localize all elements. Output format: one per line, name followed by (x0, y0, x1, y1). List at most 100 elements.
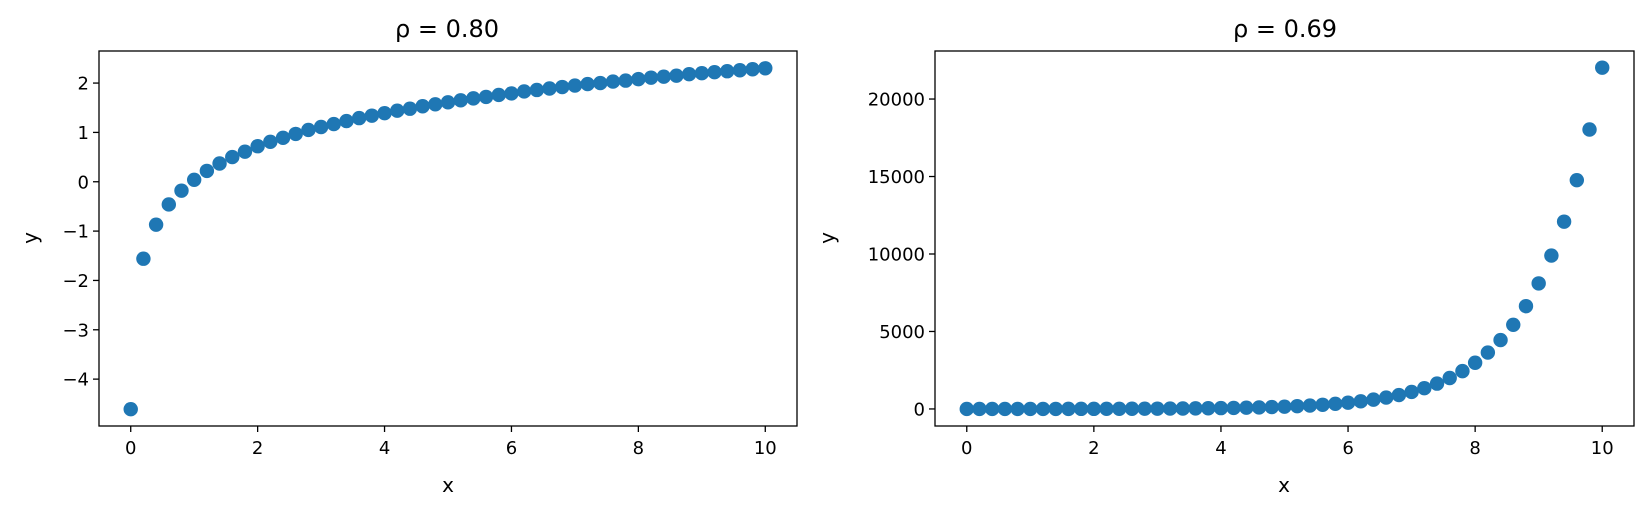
left-data-point (174, 183, 189, 198)
left-data-point (555, 79, 570, 95)
left-data-point (720, 64, 735, 79)
right-data-point (1099, 401, 1114, 417)
right-data-point (1188, 401, 1203, 416)
right-data-point (1226, 400, 1241, 416)
left-chart-title: ρ = 0.80 (395, 15, 499, 43)
right-data-point (1302, 398, 1318, 413)
left-data-point (148, 217, 164, 232)
left-data-point (364, 108, 380, 123)
right-data-point (1150, 401, 1165, 416)
left-data-point (326, 116, 341, 132)
left-data-point (529, 82, 545, 98)
right-x-ticks: 0 2 4 6 8 10 (961, 426, 1614, 459)
left-y-tick-label: −3 (62, 320, 89, 341)
right-data-point (1048, 401, 1063, 417)
left-data-point (402, 101, 418, 116)
right-data-point (1175, 401, 1191, 416)
left-data-point (745, 62, 760, 77)
left-data-point (643, 70, 659, 85)
left-data-point (301, 122, 316, 138)
right-data-point (1340, 395, 1356, 410)
left-y-tick-label: 1 (78, 123, 89, 144)
right-x-tick-label: 0 (961, 438, 972, 459)
left-data-point (136, 251, 151, 266)
right-data-point (1061, 401, 1076, 417)
left-data-point (225, 149, 240, 165)
left-data-point (758, 61, 773, 76)
right-data-point (1442, 370, 1457, 386)
left-y-axis-label: y (18, 232, 42, 244)
left-y-tick-label: −1 (62, 222, 89, 243)
right-data-point (1010, 401, 1025, 417)
right-data-point (1518, 298, 1534, 314)
right-x-axis-label: x (1278, 473, 1290, 497)
left-data-point (313, 119, 329, 135)
left-data-point (186, 172, 202, 187)
right-y-axis-label: y (815, 232, 839, 244)
left-data-point (694, 66, 710, 81)
right-y-ticks: 0 5000 10000 15000 20000 (868, 90, 935, 420)
left-data-point (491, 87, 506, 103)
right-data-point (1328, 396, 1343, 412)
right-data-point (972, 401, 987, 417)
left-data-point (428, 97, 443, 112)
right-data-point (1506, 317, 1521, 332)
left-data-point (656, 69, 671, 84)
right-x-tick-label: 2 (1088, 438, 1099, 459)
right-data-point (959, 401, 974, 417)
left-data-point (567, 78, 583, 93)
left-data-point (390, 103, 405, 118)
right-data-point (1137, 401, 1152, 416)
right-data-point (1264, 399, 1279, 415)
left-data-point (732, 63, 748, 78)
right-data-point (1124, 401, 1140, 416)
right-data-point (1417, 381, 1432, 396)
right-data-point (1556, 214, 1572, 229)
left-x-tick-label: 0 (125, 438, 136, 459)
left-y-tick-label: 2 (78, 74, 89, 95)
left-data-point (453, 93, 468, 108)
left-data-point (542, 81, 557, 96)
right-data-point (1073, 401, 1089, 417)
right-y-tick-label: 0 (914, 399, 925, 420)
right-data-point (1595, 60, 1610, 75)
right-x-tick-label: 10 (1591, 438, 1614, 459)
left-x-axis-label: x (442, 473, 454, 497)
right-data-point (1569, 172, 1585, 188)
right-data-point (1201, 401, 1216, 416)
left-data-point (631, 71, 646, 87)
left-data-point (351, 110, 367, 126)
left-data-point (593, 75, 608, 91)
left-data-point (288, 126, 303, 142)
left-data-point (707, 65, 722, 80)
left-axes-frame (98, 50, 798, 427)
right-y-tick-label: 10000 (868, 244, 925, 265)
left-y-tick-label: −2 (62, 271, 89, 292)
left-data-point (440, 95, 456, 110)
left-data-point (237, 144, 253, 159)
left-data-point (377, 105, 392, 121)
left-data-point (669, 68, 684, 83)
left-x-tick-label: 6 (506, 438, 517, 459)
right-data-point (1315, 397, 1330, 412)
left-y-tick-label: −4 (62, 370, 89, 391)
right-chart-title: ρ = 0.69 (1233, 15, 1337, 43)
right-axes-frame (934, 50, 1635, 427)
left-data-point (681, 66, 697, 82)
left-data-point (415, 99, 430, 114)
right-data-point (1251, 400, 1267, 415)
right-x-tick-label: 8 (1469, 438, 1480, 459)
left-data-point (123, 402, 138, 417)
right-data-point (1239, 400, 1254, 415)
right-y-tick-label: 20000 (868, 90, 925, 111)
right-data-point (1480, 345, 1496, 360)
left-x-ticks: 0 2 4 6 8 10 (125, 426, 777, 459)
right-data-point (1404, 384, 1419, 400)
right-data-point (984, 401, 1000, 417)
left-data-point (618, 73, 633, 88)
left-data-point (339, 113, 354, 129)
right-data-point (1035, 401, 1051, 417)
right-data-point (1086, 401, 1102, 417)
right-data-point (1112, 401, 1127, 416)
right-y-tick-label: 5000 (879, 322, 925, 343)
